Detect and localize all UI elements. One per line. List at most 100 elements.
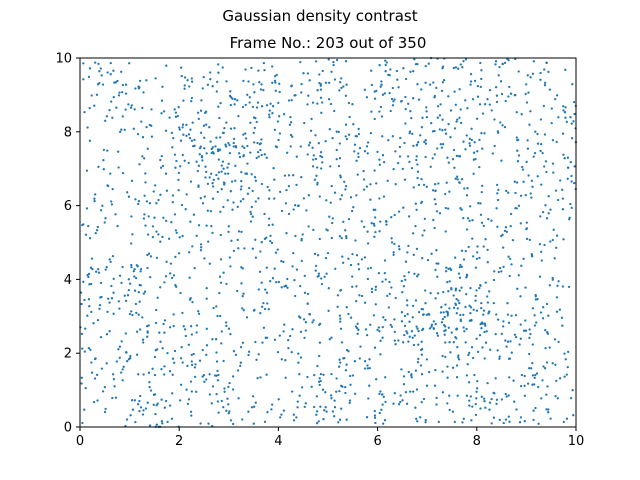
scatter-point	[374, 421, 377, 425]
scatter-point	[484, 281, 487, 284]
scatter-point	[179, 399, 182, 402]
scatter-point	[465, 276, 468, 279]
scatter-point	[181, 123, 185, 126]
scatter-point	[306, 153, 309, 156]
scatter-point	[127, 103, 130, 106]
scatter-point	[498, 355, 501, 358]
scatter-point	[404, 77, 408, 81]
scatter-point	[500, 398, 504, 401]
scatter-point	[195, 234, 198, 237]
scatter-point	[405, 299, 409, 302]
scatter-point	[486, 261, 489, 264]
scatter-point	[133, 289, 137, 292]
scatter-point	[347, 217, 351, 221]
scatter-point	[303, 405, 306, 409]
scatter-point	[339, 327, 343, 330]
scatter-point	[540, 250, 543, 253]
scatter-point	[550, 121, 553, 125]
scatter-point	[447, 122, 450, 126]
scatter-point	[420, 353, 423, 356]
scatter-point	[330, 397, 333, 400]
scatter-point	[455, 364, 459, 367]
scatter-point	[441, 317, 445, 321]
scatter-point	[125, 418, 129, 421]
scatter-point	[182, 99, 185, 102]
scatter-point	[404, 122, 407, 125]
scatter-point	[354, 325, 358, 328]
scatter-point	[258, 143, 261, 146]
scatter-point	[254, 238, 257, 241]
scatter-point	[252, 131, 255, 135]
scatter-point	[273, 75, 277, 78]
scatter-point	[387, 73, 390, 77]
scatter-point	[240, 266, 243, 269]
scatter-point	[243, 146, 246, 150]
scatter-point	[159, 193, 162, 196]
scatter-point	[284, 376, 287, 379]
scatter-point	[160, 112, 163, 115]
scatter-point	[226, 166, 229, 169]
scatter-point	[440, 306, 443, 309]
scatter-point	[100, 367, 104, 370]
scatter-point	[118, 130, 122, 134]
scatter-point	[170, 221, 173, 224]
scatter-point	[239, 345, 243, 349]
scatter-point	[291, 390, 294, 393]
scatter-point	[91, 267, 94, 271]
scatter-point	[495, 398, 499, 401]
scatter-point	[189, 380, 193, 383]
scatter-point	[416, 327, 419, 330]
scatter-point	[394, 150, 397, 153]
scatter-point	[178, 126, 181, 129]
scatter-point	[351, 374, 355, 377]
scatter-point	[424, 418, 427, 422]
scatter-point	[138, 409, 141, 413]
scatter-point	[367, 397, 370, 400]
scatter-point	[274, 81, 277, 84]
scatter-point	[384, 59, 387, 62]
scatter-point	[274, 145, 278, 148]
scatter-point	[130, 265, 133, 269]
scatter-point	[223, 126, 226, 130]
scatter-point	[381, 154, 385, 157]
scatter-point	[205, 287, 208, 290]
scatter-point	[205, 353, 208, 357]
scatter-point	[530, 196, 533, 199]
scatter-point	[384, 318, 387, 322]
scatter-point	[311, 165, 315, 168]
scatter-point	[572, 100, 576, 104]
scatter-point	[214, 145, 217, 148]
scatter-point	[297, 352, 300, 355]
scatter-point	[155, 230, 158, 233]
scatter-point	[161, 85, 164, 88]
scatter-point	[444, 192, 447, 196]
scatter-point	[322, 373, 325, 376]
scatter-point	[197, 164, 201, 167]
scatter-point	[533, 376, 536, 380]
figure-suptitle: Gaussian density contrast	[222, 7, 418, 25]
scatter-point	[144, 181, 147, 184]
scatter-point	[201, 159, 204, 162]
scatter-point	[447, 161, 450, 164]
scatter-point	[121, 115, 124, 118]
scatter-point	[424, 139, 427, 142]
scatter-point	[420, 348, 424, 351]
scatter-point	[357, 155, 360, 159]
scatter-point	[188, 85, 191, 88]
scatter-point	[246, 192, 250, 195]
scatter-point	[519, 337, 522, 340]
scatter-point	[365, 416, 369, 419]
scatter-point	[139, 394, 142, 398]
scatter-point	[179, 291, 182, 295]
scatter-point	[363, 225, 366, 229]
scatter-point	[160, 99, 164, 102]
scatter-point	[381, 403, 384, 406]
scatter-point	[343, 180, 346, 183]
scatter-point	[470, 346, 474, 349]
scatter-point	[151, 367, 154, 370]
scatter-point	[555, 379, 558, 383]
scatter-point	[316, 166, 319, 169]
scatter-point	[178, 128, 181, 131]
scatter-point	[508, 376, 511, 379]
scatter-point	[382, 422, 385, 425]
